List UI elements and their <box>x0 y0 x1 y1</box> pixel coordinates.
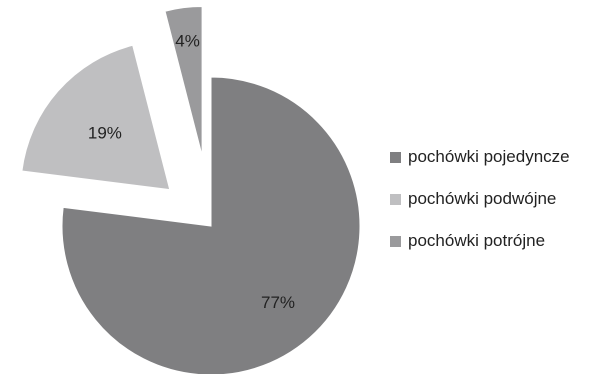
legend-swatch-single <box>390 151 401 163</box>
legend-item-double: pochówki podwójne <box>390 188 570 210</box>
slice-label-triple: 4% <box>175 31 200 50</box>
legend-label-triple: pochówki potrójne <box>408 231 546 250</box>
slice-label-double: 19% <box>88 123 122 142</box>
pie-slice-double <box>21 44 171 191</box>
pie-slice-triple <box>164 6 203 156</box>
legend-label-single: pochówki pojedyncze <box>408 147 570 166</box>
legend-swatch-triple <box>390 235 401 247</box>
legend: pochówki pojedyncze pochówki podwójne po… <box>390 146 570 272</box>
slice-label-single: 77% <box>261 293 295 312</box>
pie-slice-single <box>61 76 361 374</box>
legend-swatch-double <box>390 193 401 205</box>
legend-item-triple: pochówki potrójne <box>390 230 570 252</box>
legend-item-single: pochówki pojedyncze <box>390 146 570 168</box>
legend-label-double: pochówki podwójne <box>408 189 557 208</box>
